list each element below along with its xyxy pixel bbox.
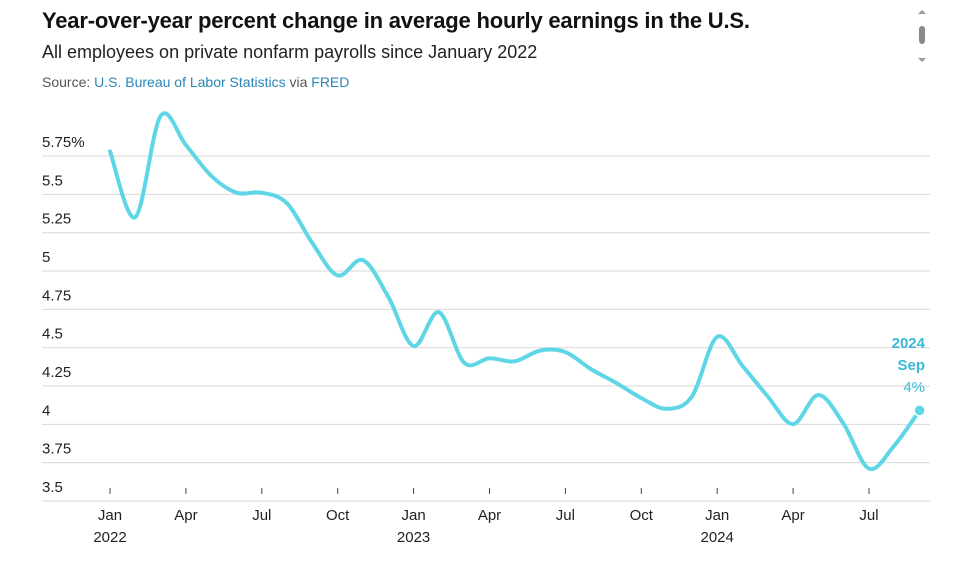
y-tick-label: 4.75 xyxy=(42,287,71,304)
y-tick-label: 5.25 xyxy=(42,211,71,228)
series-layer xyxy=(108,111,926,472)
source-line: Source: U.S. Bureau of Labor Statistics … xyxy=(42,74,349,90)
x-tick-label: Apr xyxy=(781,507,804,524)
end-label-year: 2024 xyxy=(892,335,926,352)
y-tick-label: 5.5 xyxy=(42,172,63,189)
series-end-point xyxy=(913,404,926,417)
x-tick-label: Jan xyxy=(402,507,426,524)
x-tick-year: 2024 xyxy=(701,529,734,546)
chart-subtitle: All employees on private nonfarm payroll… xyxy=(42,42,538,62)
y-tick-label: 4.5 xyxy=(42,326,63,343)
x-tick-label: Oct xyxy=(326,507,350,524)
x-tick-year: 2023 xyxy=(397,529,430,546)
source-link-fred[interactable]: FRED xyxy=(311,74,350,90)
x-tick-label: Jan xyxy=(705,507,729,524)
x-tick-label: Apr xyxy=(478,507,501,524)
source-prefix: Source: xyxy=(42,74,95,90)
x-tick-label: Oct xyxy=(630,507,654,524)
y-tick-label: 4.25 xyxy=(42,364,71,381)
y-tick-label: 3.5 xyxy=(42,479,63,496)
end-label: 2024 Sep 4% xyxy=(892,335,926,396)
source-via: via xyxy=(285,74,312,90)
grid-layer xyxy=(42,155,930,502)
end-label-value: 4% xyxy=(903,379,925,396)
source-link-bls[interactable]: U.S. Bureau of Labor Statistics xyxy=(94,74,286,90)
x-tick-year: 2022 xyxy=(93,529,126,546)
y-tick-label: 5.75% xyxy=(42,134,85,151)
y-axis: 5.75% 5.5 5.25 5 4.75 4.5 4.25 4 3.75 3.5 xyxy=(42,134,85,496)
y-tick-label: 3.75 xyxy=(42,441,71,458)
x-tick-label: Apr xyxy=(174,507,197,524)
end-label-month: Sep xyxy=(897,357,925,374)
series-line xyxy=(108,111,922,472)
x-tick-label: Jul xyxy=(252,507,271,524)
x-tick-label: Jul xyxy=(556,507,575,524)
x-tick-label: Jan xyxy=(98,507,122,524)
x-tick-label: Jul xyxy=(859,507,878,524)
chart-title: Year-over-year percent change in average… xyxy=(42,8,750,33)
y-tick-label: 4 xyxy=(42,402,50,419)
vertical-scroll-menu-icon[interactable] xyxy=(914,8,930,64)
y-tick-label: 5 xyxy=(42,249,50,266)
x-axis: Jan 2022 Apr Jul Oct Jan 2023 Apr Jul Oct Jan 2024 A… xyxy=(93,488,879,546)
